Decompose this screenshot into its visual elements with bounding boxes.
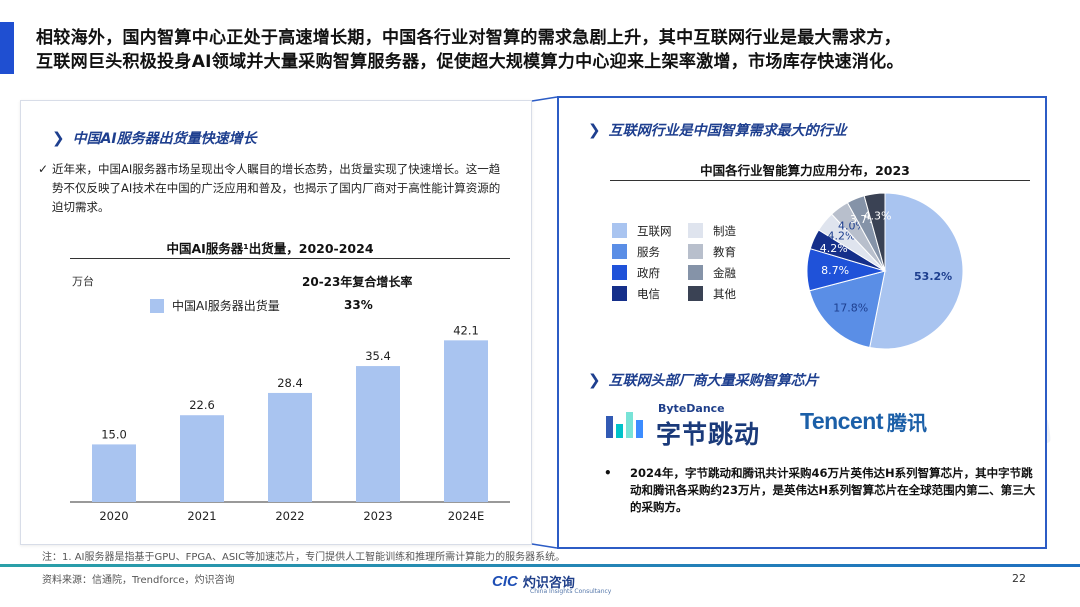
bar bbox=[180, 415, 224, 502]
right-section-title-1-text: 互联网行业是中国智算需求最大的行业 bbox=[608, 123, 847, 139]
source-note: 资料来源：信通院，Trendforce，灼识咨询 bbox=[42, 575, 235, 586]
pie-slice-label: 53.2% bbox=[914, 270, 952, 283]
pie-chart: 53.2%17.8%8.7%4.2%4.2%4.0%3.7%4.3% bbox=[806, 192, 964, 350]
footer-logo-cic: CIC bbox=[492, 573, 518, 590]
bar-value-label: 35.4 bbox=[365, 349, 391, 363]
bar-chart-unit: 万台 bbox=[72, 275, 94, 288]
bytedance-logo: ByteDance 字节跳动 bbox=[606, 402, 766, 449]
pie-legend-item: 互联网 bbox=[612, 220, 688, 241]
right-section-title-2-text: 互联网头部厂商大量采购智算芯片 bbox=[608, 373, 819, 389]
page-number: 22 bbox=[1012, 572, 1026, 585]
pie-legend-swatch bbox=[688, 265, 703, 280]
chevron-right-icon: ❯ bbox=[52, 129, 65, 147]
chevron-right-icon: ❯ bbox=[588, 121, 601, 139]
pie-slice bbox=[808, 270, 886, 349]
pie-legend-label: 电信 bbox=[637, 286, 660, 301]
right-panel bbox=[557, 96, 1047, 549]
pie-legend-item: 金融 bbox=[688, 262, 764, 283]
cagr-value: 33% bbox=[344, 298, 373, 312]
pie-slice bbox=[863, 192, 886, 272]
tencent-logo: Tencent 腾讯 bbox=[800, 407, 927, 436]
pie-legend: 互联网 制造服务 教育政府 金融电信 其他 bbox=[612, 220, 764, 304]
pie-legend-label: 金融 bbox=[713, 265, 736, 280]
bar-legend: 中国AI服务器出货量 bbox=[150, 297, 280, 314]
right-section-title-2: ❯ 互联网头部厂商大量采购智算芯片 bbox=[588, 370, 819, 390]
footer-logo-cn: 灼识咨询 bbox=[522, 576, 575, 591]
headline-line-2: 互联网巨头积极投身AI领域并大量采购智算服务器，促使超大规模算力中心迎来上架率激… bbox=[36, 52, 904, 72]
pie-legend-label: 政府 bbox=[637, 265, 660, 280]
pie-chart-title-rule bbox=[610, 180, 1030, 181]
pie-legend-swatch bbox=[688, 286, 703, 301]
pie-slice-label: 8.7% bbox=[821, 264, 849, 277]
bar bbox=[444, 340, 488, 502]
page-headline: 相较海外，国内智算中心正处于高速增长期，中国各行业对智算的需求急剧上升，其中互联… bbox=[36, 26, 1066, 74]
pie-legend-swatch bbox=[612, 286, 627, 301]
right-bullet: • 2024年，字节跳动和腾讯共计采购46万片英伟达H系列智算芯片，其中字节跳动… bbox=[604, 465, 1040, 516]
pie-legend-item: 服务 bbox=[612, 241, 688, 262]
bar bbox=[268, 392, 312, 502]
pie-slice-label: 4.2% bbox=[820, 242, 848, 255]
title-accent-bar bbox=[0, 22, 14, 74]
pie-slice bbox=[869, 192, 964, 350]
pie-legend-item: 教育 bbox=[688, 241, 764, 262]
bar bbox=[356, 366, 400, 502]
pie-legend-swatch bbox=[688, 223, 703, 238]
bar-legend-swatch bbox=[150, 298, 164, 313]
x-tick-label: 2020 bbox=[99, 509, 128, 523]
left-paragraph: ✓ 近年来，中国AI服务器市场呈现出令人瞩目的增长态势，出货量实现了快速增长。这… bbox=[38, 160, 508, 217]
bar-value-label: 42.1 bbox=[453, 323, 479, 337]
bytedance-bars-icon bbox=[606, 412, 643, 438]
footer-divider bbox=[0, 564, 1080, 567]
right-bullet-text: 2024年，字节跳动和腾讯共计采购46万片英伟达H系列智算芯片，其中字节跳动和腾… bbox=[630, 466, 1036, 514]
pie-slice-label: 17.8% bbox=[833, 301, 868, 314]
bytedance-cn: 字节跳动 bbox=[656, 420, 761, 449]
pie-legend-item: 其他 bbox=[688, 283, 764, 304]
pie-legend-item: 电信 bbox=[612, 283, 688, 304]
left-section-title: ❯ 中国AI服务器出货量快速增长 bbox=[52, 128, 257, 148]
bar-value-label: 15.0 bbox=[101, 427, 127, 441]
bullet-dot-icon: • bbox=[604, 466, 612, 480]
x-tick-label: 2024E bbox=[448, 509, 485, 523]
bar-chart-title: 中国AI服务器¹出货量，2020-2024 bbox=[166, 241, 374, 256]
footer-logo-sub: China Insights Consultancy bbox=[530, 588, 612, 595]
pie-legend-swatch bbox=[612, 244, 627, 259]
chevron-right-icon: ❯ bbox=[588, 371, 601, 389]
pie-legend-item: 政府 bbox=[612, 262, 688, 283]
pie-legend-label: 互联网 bbox=[637, 223, 672, 238]
pie-legend-swatch bbox=[688, 244, 703, 259]
x-tick-label: 2022 bbox=[275, 509, 304, 523]
bar bbox=[92, 444, 136, 502]
bar-value-label: 28.4 bbox=[277, 376, 303, 390]
bar-chart: 15.0 2020 22.6 2021 28.4 2022 35.4 2023 42.1 2024… bbox=[70, 323, 510, 523]
pie-legend-swatch bbox=[612, 265, 627, 280]
pie-legend-label: 服务 bbox=[637, 244, 660, 259]
checkmark-icon: ✓ bbox=[38, 162, 49, 176]
x-tick-label: 2023 bbox=[363, 509, 392, 523]
headline-line-1: 相较海外，国内智算中心正处于高速增长期，中国各行业对智算的需求急剧上升，其中互联… bbox=[36, 28, 901, 48]
pie-chart-title: 中国各行业智能算力应用分布，2023 bbox=[700, 163, 910, 178]
bar-legend-label: 中国AI服务器出货量 bbox=[172, 299, 280, 313]
pie-legend-label: 制造 bbox=[713, 223, 736, 238]
bar-chart-title-rule bbox=[70, 258, 510, 259]
pie-slice-label: 4.3% bbox=[863, 209, 891, 222]
bar-value-label: 22.6 bbox=[189, 398, 215, 412]
tencent-cn: 腾讯 bbox=[886, 411, 927, 435]
x-tick-label: 2021 bbox=[187, 509, 216, 523]
pie-legend-swatch bbox=[612, 223, 627, 238]
left-paragraph-text: 近年来，中国AI服务器市场呈现出令人瞩目的增长态势，出货量实现了快速增长。这一趋… bbox=[52, 162, 501, 214]
tencent-en: Tencent bbox=[800, 408, 883, 434]
footnote: 注：1. AI服务器是指基于GPU、FPGA、ASIC等加速芯片，专门提供人工智… bbox=[42, 552, 566, 563]
right-section-title-1: ❯ 互联网行业是中国智算需求最大的行业 bbox=[588, 120, 847, 140]
pie-legend-item: 制造 bbox=[688, 220, 764, 241]
footer-logo: CIC 灼识咨询 China Insights Consultancy bbox=[492, 572, 611, 595]
cagr-label: 20-23年复合增长率 bbox=[302, 275, 413, 289]
pie-legend-label: 教育 bbox=[713, 244, 736, 259]
left-section-title-text: 中国AI服务器出货量快速增长 bbox=[72, 131, 257, 147]
bytedance-en: ByteDance bbox=[658, 402, 725, 415]
pie-legend-label: 其他 bbox=[713, 286, 736, 301]
